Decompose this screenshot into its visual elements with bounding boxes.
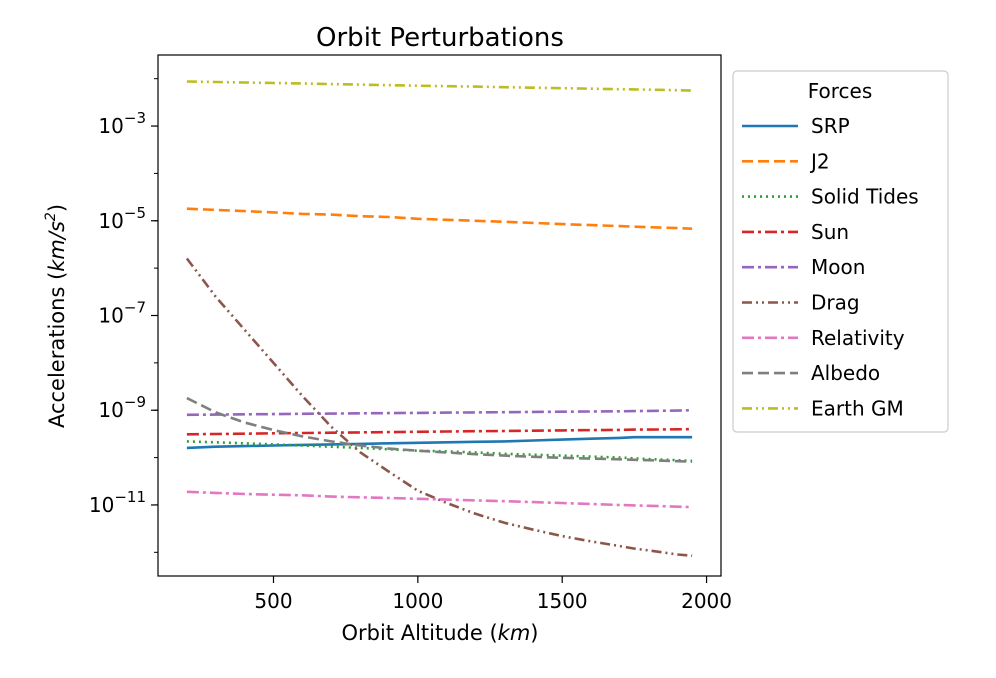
legend: Forces SRP J2 Solid Tides Sun Moon Drag Relati… bbox=[732, 70, 949, 433]
x-tick-label: 1000 bbox=[392, 589, 443, 613]
series-line-sun bbox=[186, 427, 693, 436]
x-tick-label: 500 bbox=[254, 589, 292, 613]
legend-label-sun: Sun bbox=[811, 220, 849, 244]
series-line-drag bbox=[185, 257, 693, 557]
x-axis: 500 1000 1500 2000 bbox=[254, 576, 732, 613]
y-tick-label: 10−7 bbox=[98, 299, 146, 328]
y-tick-base: 10 bbox=[89, 493, 114, 517]
x-axis-label-open-paren: ( bbox=[483, 621, 498, 645]
series-line-solid-tides bbox=[186, 440, 693, 463]
y-axis-label-unit: km/s bbox=[45, 221, 69, 272]
x-tick-label: 1500 bbox=[537, 589, 588, 613]
legend-label-j2: J2 bbox=[809, 149, 830, 173]
legend-label-albedo: Albedo bbox=[811, 361, 880, 385]
y-tick-base: 10 bbox=[98, 304, 123, 328]
y-axis-label-text: Accelerations bbox=[45, 287, 69, 428]
y-axis-label: Accelerations (km/s2) bbox=[43, 204, 69, 428]
legend-label-solid-tides: Solid Tides bbox=[811, 185, 919, 209]
y-axis-label-unit-exponent: 2 bbox=[43, 212, 59, 221]
legend-label-moon: Moon bbox=[811, 255, 865, 279]
legend-title: Forces bbox=[808, 79, 873, 103]
series-layer bbox=[185, 80, 693, 557]
y-axis-label-open-paren: ( bbox=[45, 272, 69, 287]
y-tick-exponent: −7 bbox=[124, 299, 146, 317]
series-line-relativity bbox=[186, 490, 693, 509]
y-tick-exponent: −3 bbox=[124, 109, 146, 127]
x-axis-label-unit: km bbox=[498, 621, 531, 645]
y-axis-label-close-paren: ) bbox=[45, 204, 69, 212]
y-tick-exponent: −9 bbox=[124, 393, 146, 411]
legend-label-relativity: Relativity bbox=[811, 326, 905, 350]
y-tick-label: 10−5 bbox=[98, 204, 146, 233]
y-tick-base: 10 bbox=[98, 398, 123, 422]
x-axis-label: Orbit Altitude (km) bbox=[341, 621, 538, 645]
legend-label-drag: Drag bbox=[811, 291, 860, 315]
legend-label-earth-gm: Earth GM bbox=[811, 396, 904, 420]
y-tick-label: 10−9 bbox=[98, 393, 146, 422]
legend-box bbox=[732, 70, 949, 433]
series-line-moon bbox=[186, 408, 693, 417]
y-tick-base: 10 bbox=[98, 209, 123, 233]
x-tick-label: 2000 bbox=[681, 589, 732, 613]
y-tick-label: 10−3 bbox=[98, 109, 146, 138]
plot-area bbox=[157, 54, 722, 577]
legend-label-srp: SRP bbox=[811, 114, 850, 138]
chart-title: Orbit Perturbations bbox=[316, 23, 564, 53]
y-tick-exponent: −11 bbox=[114, 488, 146, 506]
legend-items: SRP J2 Solid Tides Sun Moon Drag Relativity Alb… bbox=[742, 114, 919, 420]
y-tick-label: 10−11 bbox=[89, 488, 146, 517]
series-line-earth-gm bbox=[186, 80, 693, 92]
x-axis-label-text: Orbit Altitude bbox=[341, 621, 482, 645]
series-line-j2 bbox=[186, 207, 693, 230]
y-tick-exponent: −5 bbox=[124, 204, 146, 222]
plot-background bbox=[158, 55, 721, 576]
x-axis-label-close-paren: ) bbox=[530, 621, 538, 645]
series-line-albedo bbox=[186, 396, 693, 463]
y-tick-base: 10 bbox=[98, 114, 123, 138]
